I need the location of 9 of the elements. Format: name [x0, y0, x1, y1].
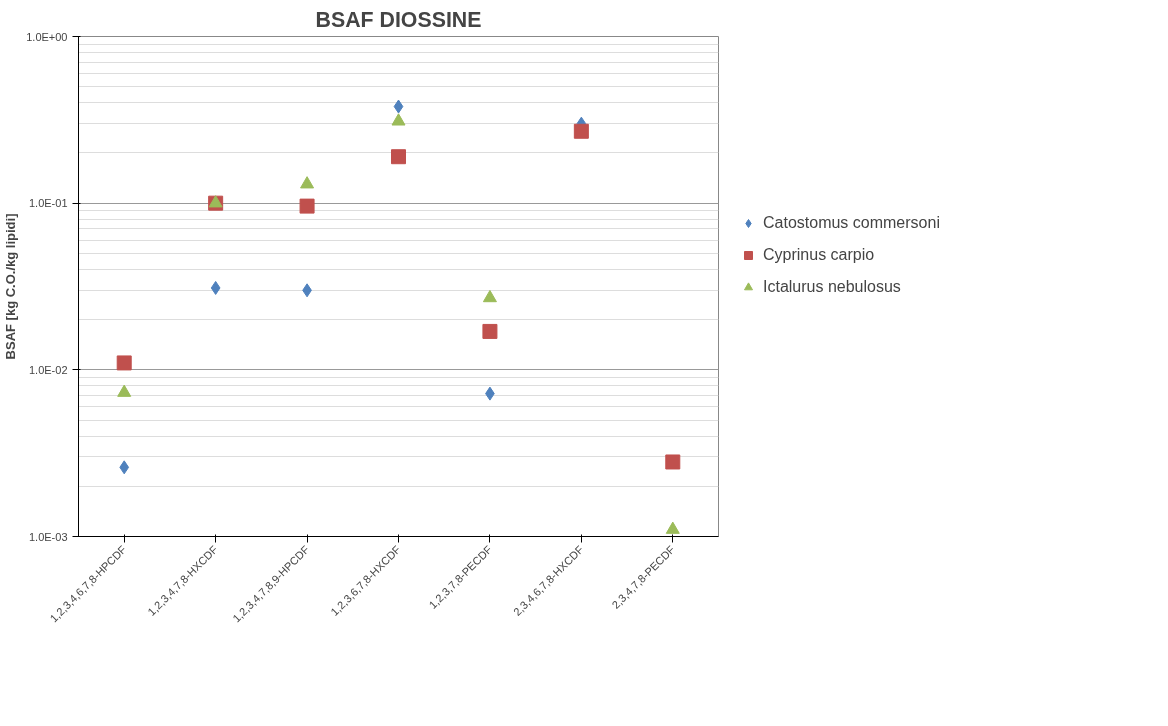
y-axis-title: BSAF [kg C.O./kg lipidi] [3, 213, 19, 360]
y-tick-label: 1.0E-03 [28, 530, 68, 543]
y-tick-label: 1.0E+00 [26, 30, 68, 43]
legend-label: Cyprinus carpio [763, 245, 875, 264]
chart-title: BSAF DIOSSINE [315, 7, 482, 32]
y-tick-label: 1.0E-01 [28, 197, 68, 210]
y-tick-label: 1.0E-02 [28, 363, 68, 376]
legend-label: Ictalurus nebulosus [763, 277, 901, 296]
legend-label: Catostomus commersoni [763, 213, 940, 232]
